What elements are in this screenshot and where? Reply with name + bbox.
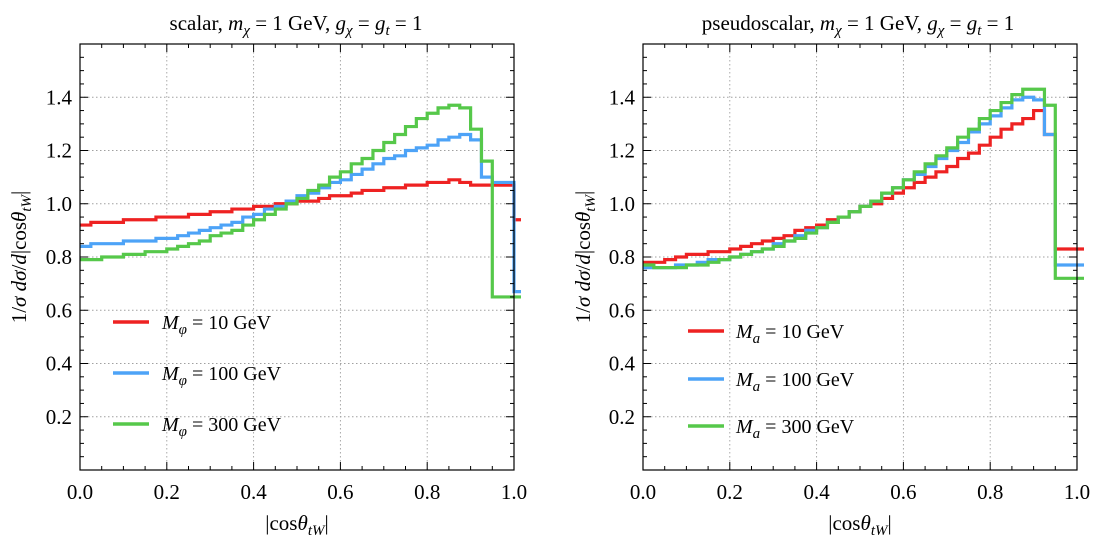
y-tick-label: 0.4: [46, 352, 73, 376]
y-tick-label: 0.6: [609, 298, 635, 322]
x-axis-label: |cosθtW|: [265, 511, 328, 539]
legend-label: Ma = 10 GeV: [735, 321, 845, 347]
panel-title: scalar, mχ = 1 GeV, gχ = gt = 1: [170, 11, 423, 39]
x-tick-label: 0.2: [154, 480, 180, 504]
x-tick-label: 0.4: [803, 480, 830, 504]
x-tick-label: 0.4: [240, 480, 267, 504]
plot-area: 0.0 0.2 0.4 0.6 0.8 1.0 0.2 0.4 0.6 0.8 1.0 1.2 1.4: [609, 43, 1090, 504]
series-line-blue: [80, 132, 521, 294]
x-tick-label: 0.2: [717, 480, 743, 504]
x-tick-label: 0.0: [630, 480, 656, 504]
y-tick-label: 0.2: [609, 405, 635, 429]
x-tick-label: 1.0: [501, 480, 527, 504]
y-tick-label: 1.0: [609, 192, 635, 216]
series-line-red: [80, 178, 521, 227]
legend-item: Mφ = 100 GeV: [113, 363, 282, 389]
y-axis-label: 1/σ dσ/d|cosθtW|: [571, 191, 599, 324]
legend: Mφ = 10 GeV Mφ = 100 GeV Mφ = 300 GeV: [113, 312, 282, 440]
series-line-red: [643, 108, 1084, 264]
panel-scalar: scalar, mχ = 1 GeV, gχ = gt = 1 0.0 0.2 0.…: [7, 11, 527, 539]
x-tick-label: 1.0: [1064, 480, 1090, 504]
series-line-green: [80, 103, 521, 299]
y-tick-label: 1.2: [609, 139, 635, 163]
legend-label: Ma = 300 GeV: [735, 416, 855, 442]
y-axis-label: 1/σ dσ/d|cosθtW|: [7, 191, 35, 324]
legend-item: Ma = 100 GeV: [688, 369, 855, 395]
legend-item: Ma = 10 GeV: [688, 321, 845, 347]
y-tick-label: 1.2: [46, 139, 72, 163]
legend-label: Mφ = 300 GeV: [161, 414, 282, 440]
legend: Ma = 10 GeV Ma = 100 GeV Ma = 300 GeV: [688, 321, 855, 442]
y-tick-label: 1.0: [46, 192, 72, 216]
y-tick-label: 0.6: [46, 298, 72, 322]
series-line-green: [643, 87, 1084, 280]
legend-label: Mφ = 10 GeV: [161, 312, 272, 338]
y-tick-label: 0.8: [46, 245, 72, 269]
y-tick-label: 0.4: [609, 352, 636, 376]
y-tick-label: 1.4: [46, 85, 73, 109]
legend-item: Mφ = 300 GeV: [113, 414, 282, 440]
plot-area: 0.0 0.2 0.4 0.6 0.8 1.0 0.2 0.4 0.6 0.8 1.0 1.2 1.4: [46, 43, 527, 504]
legend-item: Mφ = 10 GeV: [113, 312, 272, 338]
x-tick-label: 0.6: [327, 480, 353, 504]
x-tick-label: 0.6: [890, 480, 916, 504]
panel-title: pseudoscalar, mχ = 1 GeV, gχ = gt = 1: [702, 11, 1014, 39]
x-tick-label: 0.8: [977, 480, 1003, 504]
legend-item: Ma = 300 GeV: [688, 416, 855, 442]
y-tick-label: 0.8: [609, 245, 635, 269]
panel-pseudoscalar: pseudoscalar, mχ = 1 GeV, gχ = gt = 1 0.…: [571, 11, 1090, 539]
x-axis-label: |cosθtW|: [828, 511, 891, 539]
legend-label: Ma = 100 GeV: [735, 369, 855, 395]
y-tick-label: 0.2: [46, 405, 72, 429]
x-tick-label: 0.8: [414, 480, 440, 504]
y-tick-label: 1.4: [609, 85, 636, 109]
x-tick-label: 0.0: [67, 480, 93, 504]
legend-label: Mφ = 100 GeV: [161, 363, 282, 389]
